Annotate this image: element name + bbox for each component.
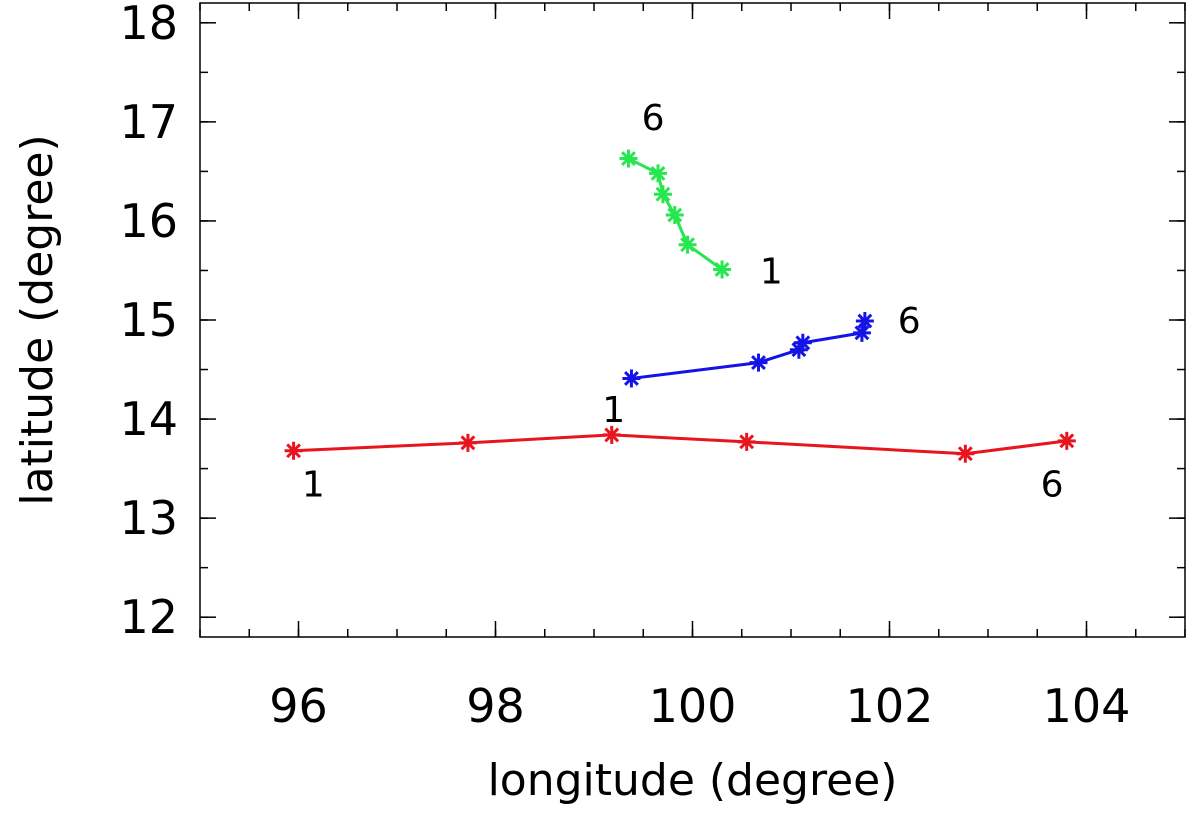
data-point (649, 164, 668, 183)
marker-stroke (795, 335, 811, 351)
x-axis-title: longitude (degree) (488, 755, 898, 806)
marker-stroke (957, 446, 973, 462)
marker-stroke (751, 355, 766, 371)
marker-stroke (739, 434, 755, 450)
x-tick-label: 104 (1043, 679, 1131, 733)
data-point (737, 432, 756, 451)
marker-stroke (460, 435, 476, 451)
point-labels: 1 6 1 6 1 6 (302, 98, 1064, 506)
data-point (284, 441, 303, 460)
marker-stroke (667, 207, 683, 223)
y-tick-label: 17 (119, 95, 178, 149)
point-label: 1 (302, 464, 325, 505)
series-line-2 (631, 320, 867, 380)
x-tick-label: 100 (649, 679, 737, 733)
axes (199, 2, 1186, 638)
y-tick-label: 18 (119, 0, 178, 50)
y-tick-label: 12 (119, 590, 178, 644)
x-tick-label: 102 (846, 679, 934, 733)
data-point (956, 444, 975, 463)
y-tick-label: 13 (119, 491, 178, 545)
marker-stroke (655, 186, 671, 202)
plot-frame (199, 2, 1186, 638)
data-point (619, 149, 638, 168)
data-point (458, 433, 477, 452)
data-point (1057, 431, 1076, 450)
marker-stroke (680, 237, 695, 253)
marker-stroke (621, 151, 636, 166)
data-point (749, 353, 768, 372)
marker-stroke (650, 165, 666, 181)
data-point (855, 311, 874, 330)
marker-stroke (857, 313, 873, 329)
x-tick-label: 96 (269, 679, 328, 733)
y-tick-label: 16 (119, 194, 178, 248)
data-point (793, 333, 812, 352)
data-point (653, 185, 672, 204)
point-label: 1 (602, 390, 625, 431)
data-point (602, 425, 621, 444)
point-label: 6 (898, 301, 921, 342)
data-point (713, 260, 732, 279)
marker-stroke (714, 262, 730, 277)
marker-stroke (624, 371, 639, 386)
marker-stroke (1059, 433, 1075, 449)
point-label: 6 (1041, 464, 1064, 505)
data-point (665, 205, 684, 224)
marker-stroke (286, 443, 301, 459)
marker-stroke (604, 427, 620, 443)
point-label: 6 (642, 98, 665, 139)
y-tick-label: 15 (119, 293, 178, 347)
point-label: 1 (760, 251, 783, 292)
data-point (678, 235, 697, 254)
y-axis-title: latitude (degree) (12, 134, 63, 505)
data-point (852, 323, 871, 342)
y-tick-label: 14 (119, 392, 178, 446)
data-point (622, 369, 641, 388)
series-line-1 (293, 433, 1067, 456)
x-tick-label: 98 (466, 679, 525, 733)
series-group (284, 149, 1076, 463)
